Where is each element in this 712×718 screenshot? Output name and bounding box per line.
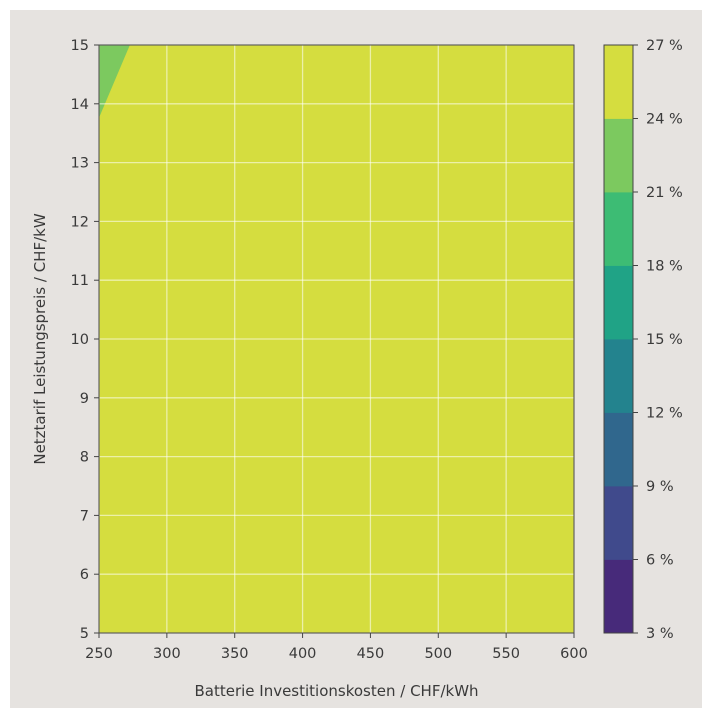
- colorbar-segment: [604, 559, 633, 634]
- colorbar-segment: [604, 339, 633, 413]
- y-tick-label: 10: [71, 332, 89, 348]
- y-tick-label: 7: [80, 508, 89, 524]
- colorbar-tick-label: 27 %: [646, 38, 683, 54]
- colorbar-segment: [604, 45, 633, 119]
- colorbar-tick-label: 15 %: [646, 332, 683, 348]
- y-tick-label: 11: [71, 273, 89, 289]
- x-tick-label: 550: [492, 646, 520, 662]
- y-tick-label: 6: [80, 567, 89, 583]
- colorbar-segment: [604, 412, 633, 487]
- x-tick-label: 450: [357, 646, 385, 662]
- y-axis-title: Netztarif Leistungspreis / CHF/kW: [31, 213, 49, 464]
- x-axis-title: Batterie Investitionskosten / CHF/kWh: [194, 682, 478, 700]
- y-tick-label: 8: [80, 450, 89, 466]
- contour-chart: 250 300 350 400 450 500 550 600 5 6 7 8 9 10 11 12 13 14 1…: [31, 38, 683, 700]
- x-tick-label: 300: [153, 646, 181, 662]
- x-tick-label: 500: [424, 646, 452, 662]
- colorbar-tick-label: 18 %: [646, 259, 683, 275]
- colorbar-tick-label: 24 %: [646, 112, 683, 128]
- colorbar-segment: [604, 265, 633, 340]
- y-tick-label: 9: [80, 391, 89, 407]
- chart-frame: 250 300 350 400 450 500 550 600 5 6 7 8 9 10 11 12 13 14 1…: [10, 10, 702, 708]
- x-tick-label: 600: [560, 646, 588, 662]
- colorbar-segment: [604, 118, 633, 193]
- y-tick-label: 5: [80, 626, 89, 642]
- colorbar-tick-label: 9 %: [646, 479, 674, 495]
- colorbar-tick-label: 6 %: [646, 553, 674, 569]
- y-tick-label: 13: [71, 156, 89, 172]
- x-tick-label: 400: [289, 646, 317, 662]
- y-tick-label: 12: [71, 214, 89, 230]
- y-tick-label: 15: [71, 38, 89, 54]
- colorbar-tick-label: 12 %: [646, 406, 683, 422]
- colorbar-segment: [604, 486, 633, 560]
- colorbar-tick-label: 3 %: [646, 626, 674, 642]
- colorbar-tick-label: 21 %: [646, 185, 683, 201]
- axes: 250 300 350 400 450 500 550 600 5 6 7 8 9 10 11 12 13 14 1…: [31, 38, 588, 700]
- colorbar: 3 % 6 % 9 % 12 % 15 % 18 % 21 % 24 % 27 %: [603, 38, 683, 642]
- colorbar-segment: [604, 192, 633, 266]
- y-tick-label: 14: [71, 97, 89, 113]
- x-tick-label: 250: [85, 646, 113, 662]
- x-tick-label: 350: [221, 646, 249, 662]
